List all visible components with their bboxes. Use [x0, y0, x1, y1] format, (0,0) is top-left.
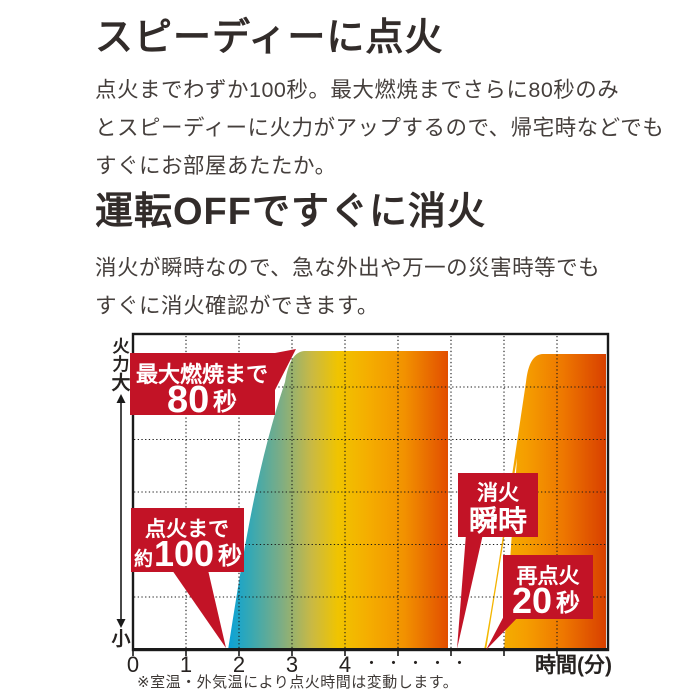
badge-extinguish: 消火 瞬時 [458, 473, 538, 538]
body-line: 消火が瞬時なので、急な外出や万一の災害時等でも [95, 256, 601, 280]
badge-max-burn-value: 80 [167, 379, 209, 421]
body-line: すぐにお部屋あたたか。 [95, 154, 337, 178]
x-axis-ticks [132, 650, 558, 656]
ignition-area [228, 351, 448, 650]
y-axis: 火 力 大 小 [111, 337, 130, 650]
x-axis-continuation-dots: ・・・・・ [364, 655, 474, 672]
badge-extinguish-tail [457, 534, 483, 649]
badge-reignition: 再点火 20 秒 [503, 555, 593, 621]
badge-extinguish-line1: 消火 [477, 481, 519, 505]
body-line: 点火までわずか100秒。最大燃焼までさらに80秒のみ [95, 78, 620, 102]
badge-max-burn-unit: 秒 [213, 389, 237, 416]
badge-max-burn-tail [275, 349, 296, 390]
section2-title: 運転OFFですぐに消火 [95, 191, 486, 233]
badge-max-burn: 最大燃焼まで 80 秒 [130, 353, 275, 421]
x-axis: 0 1 2 3 4 ・・・・・ 時間(分) [127, 652, 612, 677]
badge-ignition-unit: 秒 [218, 543, 242, 570]
x-tick-1: 1 [180, 652, 192, 677]
badge-ignition-value: 100 [154, 533, 214, 574]
x-tick-2: 2 [233, 652, 245, 677]
section1-body: 点火までわずか100秒。最大燃焼までさらに80秒のみ とスピーディーに火力がアッ… [95, 71, 664, 185]
badge-max-burn-line1: 最大燃焼まで [136, 362, 268, 387]
body-line: とスピーディーに火力がアップするので、帰宅時などでも [95, 116, 665, 140]
badge-extinguish-line2: 瞬時 [469, 505, 527, 538]
x-tick-3: 3 [286, 652, 298, 677]
x-tick-4: 4 [339, 652, 351, 677]
y-axis-arrow [116, 394, 126, 628]
badge-reignition-unit: 秒 [556, 590, 580, 617]
chart-footnote: ※室温・外気温により点火時間は変動します。 [137, 674, 459, 691]
badge-ignition: 点火まで 約 100 秒 [131, 508, 244, 574]
badge-ignition-line1: 点火まで [145, 517, 229, 541]
x-axis-unit-label: 時間(分) [535, 653, 612, 677]
y-axis-min-label: 小 [111, 628, 130, 650]
section2-body: 消火が瞬時なので、急な外出や万一の災害時等でも すぐに消火確認ができます。 [95, 249, 600, 325]
body-line: すぐに消火確認ができます。 [95, 294, 379, 318]
badge-reignition-value: 20 [512, 580, 552, 621]
badge-ignition-prefix: 約 [134, 547, 153, 570]
x-tick-0: 0 [127, 652, 139, 677]
badge-reignition-tail [486, 614, 521, 650]
y-axis-max-label: 大 [111, 371, 130, 394]
y-axis-label-char2: 力 [113, 354, 130, 374]
badge-reignition-line1: 再点火 [517, 564, 580, 588]
badge-ignition-tail [172, 570, 226, 648]
y-axis-label-char1: 火 [113, 337, 131, 356]
section1-title: スピーディーに点火 [95, 17, 444, 59]
